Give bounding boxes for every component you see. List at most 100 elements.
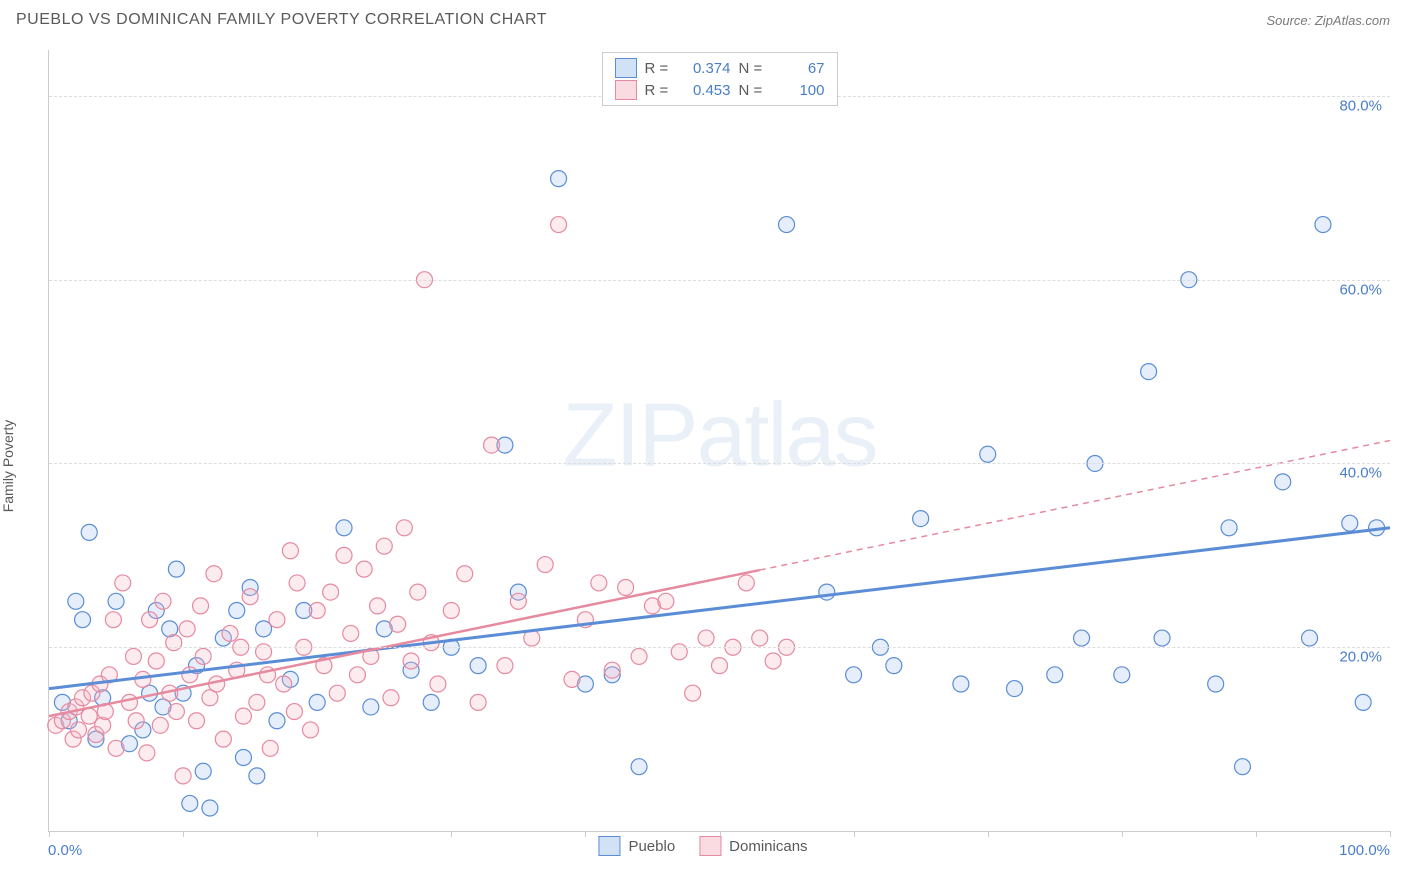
data-point bbox=[551, 171, 567, 187]
data-point bbox=[752, 630, 768, 646]
legend-swatch bbox=[598, 836, 620, 856]
x-tick bbox=[183, 831, 184, 837]
data-point bbox=[551, 217, 567, 233]
data-point bbox=[953, 676, 969, 692]
legend-series-name: Dominicans bbox=[729, 838, 807, 855]
data-point bbox=[430, 676, 446, 692]
data-point bbox=[282, 543, 298, 559]
x-tick bbox=[317, 831, 318, 837]
data-point bbox=[229, 602, 245, 618]
legend-n-value: 67 bbox=[775, 60, 825, 77]
data-point bbox=[168, 704, 184, 720]
data-point bbox=[497, 658, 513, 674]
legend-swatch bbox=[615, 58, 637, 78]
data-point bbox=[604, 662, 620, 678]
data-point bbox=[193, 598, 209, 614]
data-point bbox=[189, 713, 205, 729]
data-point bbox=[206, 566, 222, 582]
legend-r-value: 0.453 bbox=[681, 82, 731, 99]
data-point bbox=[1302, 630, 1318, 646]
scatter-plot-svg bbox=[49, 50, 1390, 831]
data-point bbox=[1355, 694, 1371, 710]
data-point bbox=[685, 685, 701, 701]
data-point bbox=[1141, 364, 1157, 380]
data-point bbox=[370, 598, 386, 614]
data-point bbox=[175, 768, 191, 784]
data-point bbox=[249, 768, 265, 784]
x-tick bbox=[988, 831, 989, 837]
data-point bbox=[980, 446, 996, 462]
data-point bbox=[765, 653, 781, 669]
legend-n-label: N = bbox=[739, 60, 767, 77]
gridline bbox=[49, 280, 1390, 281]
data-point bbox=[510, 593, 526, 609]
data-point bbox=[631, 759, 647, 775]
gridline bbox=[49, 463, 1390, 464]
x-tick-label-min: 0.0% bbox=[48, 842, 82, 859]
y-tick-label: 80.0% bbox=[1339, 97, 1382, 114]
legend-swatch bbox=[615, 80, 637, 100]
data-point bbox=[403, 653, 419, 669]
data-point bbox=[195, 648, 211, 664]
data-point bbox=[75, 612, 91, 628]
data-point bbox=[142, 612, 158, 628]
data-point bbox=[139, 745, 155, 761]
data-point bbox=[115, 575, 131, 591]
x-tick bbox=[1390, 831, 1391, 837]
data-point bbox=[323, 584, 339, 600]
data-point bbox=[658, 593, 674, 609]
legend-correlation-box: R = 0.374 N = 67R = 0.453 N = 100 bbox=[602, 52, 838, 106]
legend-stat-row: R =0.453N =100 bbox=[615, 79, 825, 101]
data-point bbox=[390, 616, 406, 632]
y-tick-label: 40.0% bbox=[1339, 465, 1382, 482]
chart-title: PUEBLO VS DOMINICAN FAMILY POVERTY CORRE… bbox=[16, 11, 547, 29]
data-point bbox=[1154, 630, 1170, 646]
data-point bbox=[349, 667, 365, 683]
legend-n-label: N = bbox=[739, 82, 767, 99]
data-point bbox=[343, 625, 359, 641]
y-tick-label: 20.0% bbox=[1339, 649, 1382, 666]
data-point bbox=[1315, 217, 1331, 233]
data-point bbox=[886, 658, 902, 674]
data-point bbox=[256, 644, 272, 660]
data-point bbox=[269, 713, 285, 729]
legend-stat-row: R = 0.374 N = 67 bbox=[615, 57, 825, 79]
data-point bbox=[235, 749, 251, 765]
data-point bbox=[712, 658, 728, 674]
data-point bbox=[484, 437, 500, 453]
data-point bbox=[336, 520, 352, 536]
data-point bbox=[779, 217, 795, 233]
data-point bbox=[618, 580, 634, 596]
data-point bbox=[105, 612, 121, 628]
legend-series-name: Pueblo bbox=[628, 838, 675, 855]
data-point bbox=[125, 648, 141, 664]
data-point bbox=[1047, 667, 1063, 683]
data-point bbox=[121, 694, 137, 710]
data-point bbox=[356, 561, 372, 577]
data-point bbox=[179, 621, 195, 637]
legend-series-item: Pueblo bbox=[598, 836, 675, 856]
chart-container: Family Poverty ZIPatlas R =0.374N =67R =… bbox=[0, 40, 1406, 892]
data-point bbox=[671, 644, 687, 660]
data-point bbox=[148, 653, 164, 669]
data-point bbox=[182, 795, 198, 811]
data-point bbox=[166, 635, 182, 651]
data-point bbox=[738, 575, 754, 591]
data-point bbox=[537, 557, 553, 573]
data-point bbox=[202, 800, 218, 816]
legend-r-value: 0.374 bbox=[681, 60, 731, 77]
data-point bbox=[410, 584, 426, 600]
legend-r-label: R = bbox=[645, 60, 673, 77]
data-point bbox=[108, 593, 124, 609]
data-point bbox=[276, 676, 292, 692]
data-point bbox=[1114, 667, 1130, 683]
legend-series-item: Dominicans bbox=[699, 836, 807, 856]
x-tick bbox=[451, 831, 452, 837]
data-point bbox=[68, 593, 84, 609]
data-point bbox=[591, 575, 607, 591]
legend-series: Pueblo Dominicans bbox=[598, 836, 807, 856]
plot-area: ZIPatlas R =0.374N =67R =0.453N =100 20.… bbox=[48, 50, 1390, 832]
legend-n-value: 100 bbox=[775, 82, 825, 99]
data-point bbox=[846, 667, 862, 683]
data-point bbox=[249, 694, 265, 710]
